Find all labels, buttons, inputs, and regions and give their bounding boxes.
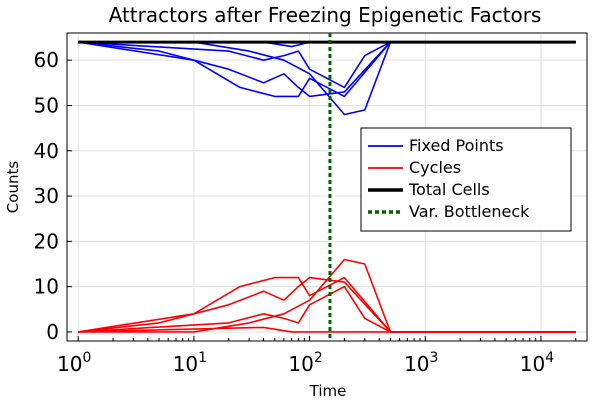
cycles-series-line: [78, 285, 576, 333]
y-tick-label: 60: [34, 48, 59, 72]
x-axis-label: Time: [309, 382, 347, 400]
cycles-series-line: [78, 276, 576, 333]
x-tick-label: 100: [57, 350, 91, 376]
x-tick-label: 102: [288, 350, 322, 376]
legend-label-bottleneck: Var. Bottleneck: [409, 202, 530, 221]
legend: Fixed Points Cycles Total Cells Var. Bottle…: [360, 127, 572, 232]
legend-label-fixed-points: Fixed Points: [409, 136, 504, 155]
y-tick-label: 20: [34, 229, 59, 253]
fixed-points-series-line: [78, 41, 576, 98]
y-tick-label: 30: [34, 184, 59, 208]
plot-series: [78, 33, 576, 341]
x-axis: 100 101 102 103 104: [57, 336, 577, 376]
y-tick-label: 10: [34, 275, 59, 299]
chart-title: Attractors after Freezing Epigenetic Fac…: [109, 3, 542, 27]
y-tick-label: 0: [46, 320, 59, 344]
x-tick-label: 101: [173, 350, 207, 376]
y-axis-label: Counts: [4, 161, 22, 214]
legend-label-total-cells: Total Cells: [408, 180, 490, 199]
y-tick-label: 40: [34, 139, 59, 163]
fixed-points-series-line: [78, 41, 576, 116]
x-tick-label: 104: [520, 350, 554, 376]
x-tick-label: 103: [404, 350, 438, 376]
y-tick-label: 50: [34, 93, 59, 117]
y-axis: 0 10 20 30 40 50 60: [34, 48, 72, 344]
legend-label-cycles: Cycles: [409, 158, 461, 177]
plot-area-frame: [66, 32, 588, 342]
fixed-points-series-line: [78, 41, 576, 89]
cycles-series-line: [78, 326, 576, 333]
cycles-series-line: [78, 276, 576, 333]
fixed-points-series-line: [78, 41, 576, 98]
